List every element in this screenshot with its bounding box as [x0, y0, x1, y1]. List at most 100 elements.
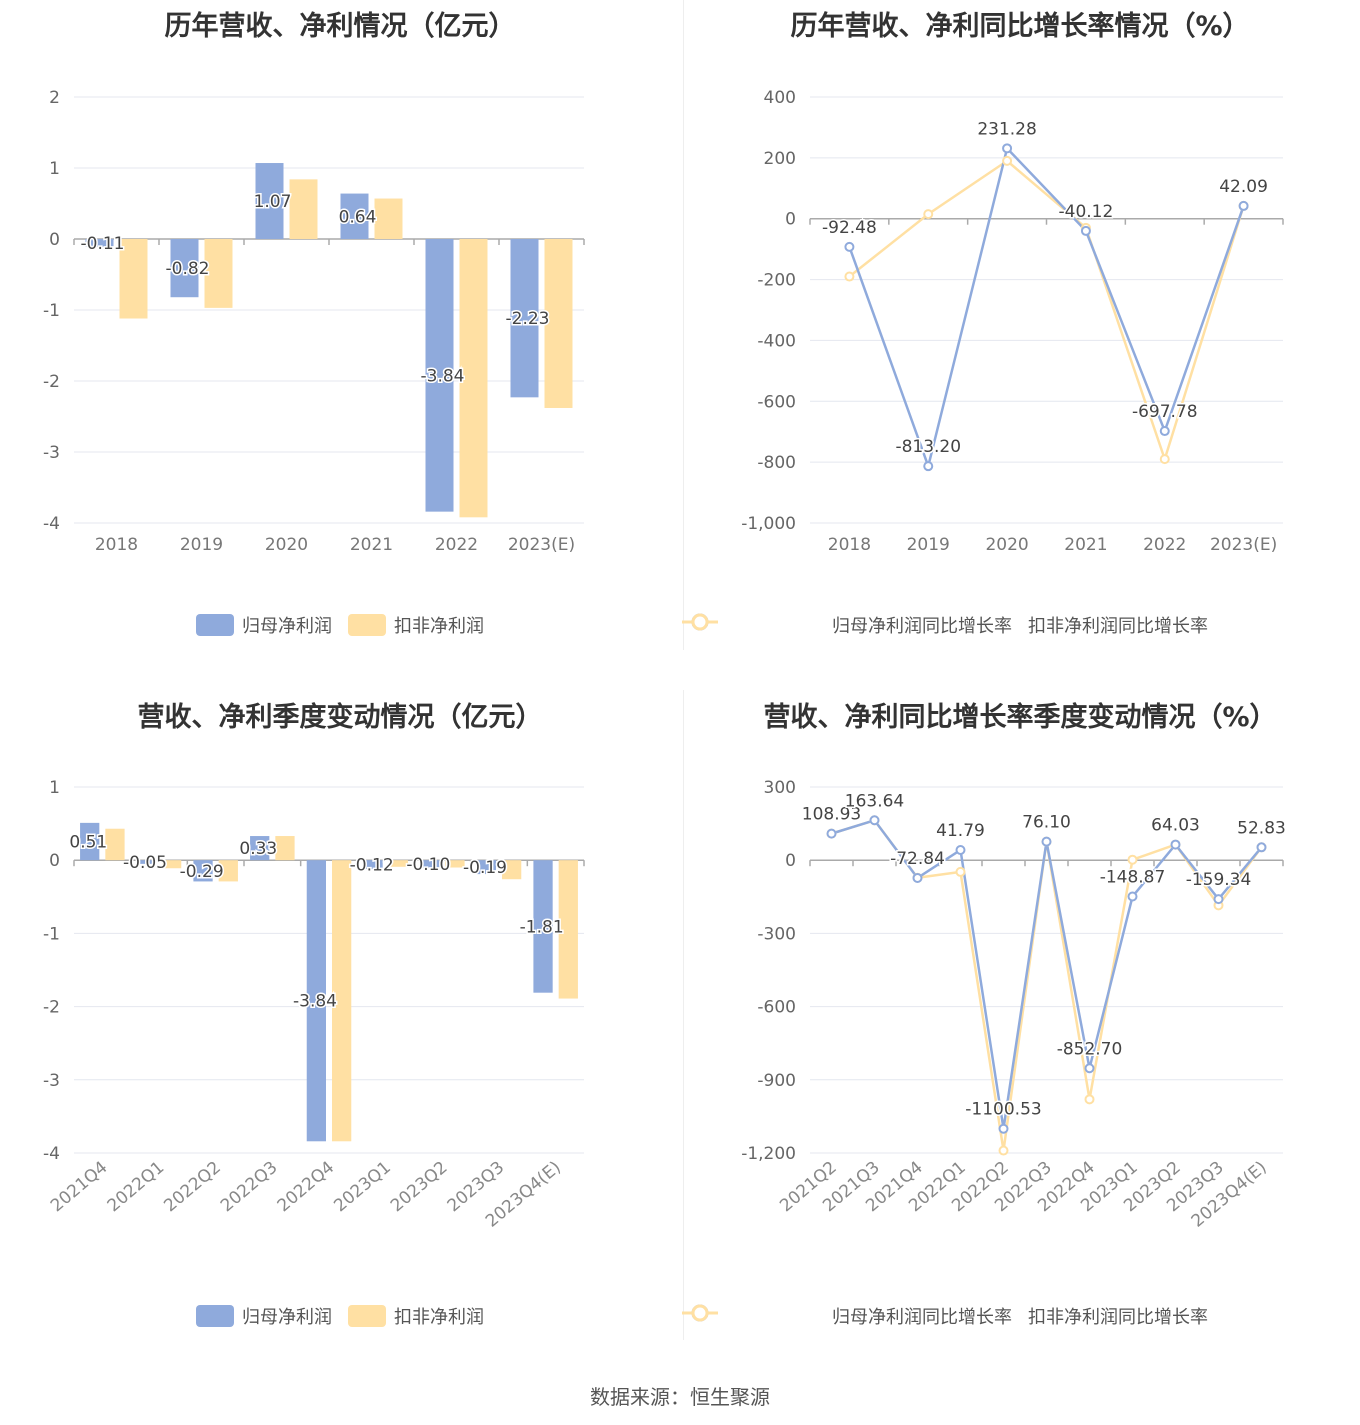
data-label: 0.51	[69, 833, 107, 853]
bar-series1	[476, 860, 496, 875]
data-label: -159.34	[1186, 870, 1252, 890]
legend-label: 归母净利润	[242, 1307, 332, 1328]
x-tick-label: 2023Q1	[330, 1158, 395, 1217]
legend-item-series2[interactable]: 扣非净利润	[348, 612, 484, 638]
point-series2	[923, 209, 934, 220]
bar-series1	[170, 239, 199, 298]
data-label: -697.78	[1132, 402, 1198, 422]
x-tick-label: 2020	[265, 535, 308, 555]
data-label: 42.09	[1219, 177, 1268, 197]
legend: 归母净利润同比增长率 扣非净利润同比增长率	[680, 612, 1360, 638]
bar-series2	[374, 198, 403, 239]
data-label: -40.12	[1059, 202, 1114, 222]
chart-title: 营收、净利季度变动情况（亿元）	[137, 702, 543, 733]
y-tick-label: -800	[757, 453, 796, 473]
data-label: -0.10	[406, 855, 450, 875]
data-label: -0.29	[180, 862, 224, 882]
data-label: 0.33	[239, 839, 277, 859]
chart-title: 营收、净利同比增长率季度变动情况（%）	[763, 702, 1277, 733]
y-tick-label: -3	[43, 1071, 60, 1091]
legend-item-series1[interactable]: 归母净利润同比增长率	[682, 612, 1012, 638]
y-tick-label: 0	[49, 230, 60, 250]
legend-item-series1[interactable]: 归母净利润	[196, 612, 332, 638]
x-tick-label: 2022	[435, 535, 478, 555]
point-series1	[1002, 143, 1013, 154]
bar-series1	[85, 239, 114, 247]
legend-label: 归母净利润同比增长率	[832, 616, 1012, 637]
data-label: 163.64	[845, 791, 904, 811]
bar-series2	[459, 239, 488, 518]
y-tick-label: -600	[757, 392, 796, 412]
annual-profit-chart: 2 1 0 -1 -2 -3 -4 2018 2019 2020 2021 2022 2023(E) -0…	[43, 88, 585, 555]
x-tick-label: 2022Q2	[160, 1158, 225, 1217]
legend-swatch-series1	[196, 1305, 234, 1327]
point-series1	[1213, 894, 1224, 905]
point-series1	[1159, 426, 1170, 437]
data-label: 108.93	[802, 805, 861, 825]
data-label: -1.81	[520, 917, 564, 937]
point-series2	[1084, 1094, 1095, 1105]
point-series1	[1170, 839, 1181, 850]
data-label: -852.70	[1057, 1039, 1123, 1059]
quarterly-growth-panel: 营收、净利同比增长率季度变动情况（%） 300 0 -300 -600 -900 -1,2…	[680, 691, 1360, 1381]
legend-item-series1[interactable]: 归母净利润	[196, 1303, 332, 1329]
y-tick-label: -1	[43, 924, 60, 944]
bar-series2	[289, 179, 318, 239]
point-series1	[1127, 891, 1138, 902]
y-tick-label: 2	[49, 88, 60, 108]
legend-swatch-series2	[682, 613, 718, 631]
y-tick-label: -1,200	[741, 1144, 796, 1164]
bar-series1	[533, 860, 553, 993]
data-label: -813.20	[895, 437, 961, 457]
data-label: 76.10	[1022, 813, 1071, 833]
legend-label: 扣非净利润	[394, 616, 484, 637]
bar-series2	[445, 860, 465, 868]
legend-item-series2[interactable]: 扣非净利润同比增长率	[682, 1303, 1208, 1329]
legend-item-series2[interactable]: 扣非净利润同比增长率	[682, 612, 1208, 638]
data-label: -92.48	[822, 218, 877, 238]
bar-series2	[558, 860, 578, 999]
bar-series1	[136, 860, 156, 864]
point-series2	[1002, 155, 1013, 166]
quarterly-growth-chart: 3000-300-600-900-1,2002021Q22021Q32021Q4…	[741, 778, 1287, 1232]
y-tick-label: -900	[757, 1071, 796, 1091]
y-tick-label: 1	[49, 778, 60, 798]
bar-series2	[544, 239, 573, 408]
point-series1	[955, 845, 966, 856]
y-tick-label: 0	[785, 210, 796, 230]
x-tick-label: 2023(E)	[1210, 535, 1277, 555]
y-tick-label: -2	[43, 372, 60, 392]
x-tick-label: 2019	[180, 535, 223, 555]
bar-series2	[502, 860, 522, 880]
point-series1	[912, 872, 923, 883]
quarterly-profit-panel: 营收、净利季度变动情况（亿元） 1 0 -1 -2 -3 -4 2021Q4 2022Q1 20…	[0, 691, 680, 1381]
y-tick-label: -200	[757, 271, 796, 291]
x-tick-label: 2018	[828, 535, 871, 555]
legend-label: 扣非净利润同比增长率	[1028, 1307, 1208, 1328]
point-series1	[998, 1123, 1009, 1134]
data-label: -148.87	[1100, 868, 1166, 888]
point-series1	[1041, 836, 1052, 847]
bar-series1	[250, 836, 270, 861]
point-series2	[1159, 454, 1170, 465]
x-tick-label: 2023Q2	[387, 1158, 452, 1217]
bar-series1	[255, 163, 284, 239]
bar-series2	[332, 860, 352, 1142]
data-label: -0.05	[123, 853, 167, 873]
annual-growth-chart: 400 200 0 -200 -400 -600 -800 -1,000 2018 2019 202…	[741, 88, 1284, 555]
vertical-divider-top	[683, 0, 684, 650]
legend-swatch-series2	[682, 1304, 718, 1322]
data-label: 52.83	[1237, 818, 1286, 838]
bar-series1	[420, 860, 440, 868]
bar-series1	[306, 860, 326, 1142]
legend-swatch-series2	[348, 614, 386, 636]
legend-item-series1[interactable]: 归母净利润同比增长率	[682, 1303, 1012, 1329]
legend-label: 扣非净利润	[394, 1307, 484, 1328]
point-series2	[955, 866, 966, 877]
y-tick-label: -1	[43, 301, 60, 321]
point-series1	[844, 241, 855, 252]
legend-item-series2[interactable]: 扣非净利润	[348, 1303, 484, 1329]
data-label: 0.64	[339, 207, 377, 227]
point-series1	[1256, 842, 1267, 853]
y-tick-label: 0	[49, 851, 60, 871]
